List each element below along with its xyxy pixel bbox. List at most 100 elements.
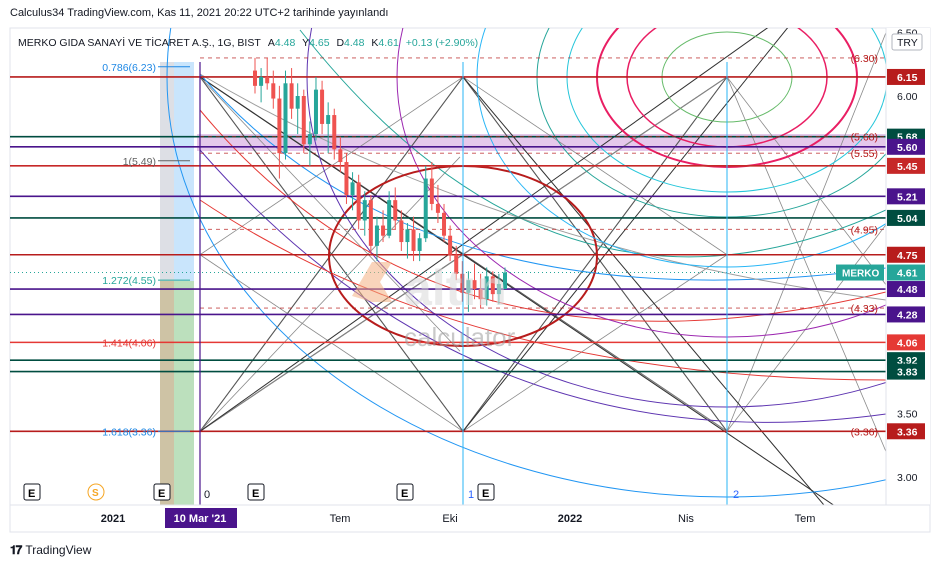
shade-band-olive [160,281,174,505]
currency-label: TRY [897,37,918,49]
event-badges: E S E E E E [23,483,495,501]
publish-header: Calculus34 TradingView.com, Kas 11, 2021… [10,7,389,19]
price-line-badge-label: 3.83 [897,367,918,379]
price-line-badge-label: 4.48 [897,284,918,296]
price-line-badge [887,306,925,323]
candle-body [466,280,471,293]
candle-body [448,235,453,255]
time-axis-label: 2022 [558,513,582,525]
price-line-badge-label: 3.36 [897,426,918,438]
y-tick-label: 3.50 [897,409,918,421]
candle-body [301,96,306,145]
candle-body [381,225,386,236]
candle-body [399,220,404,243]
price-line-badge [887,246,925,263]
candle-body [368,200,373,246]
symbol-name[interactable]: MERKO GIDA SANAYİ VE TİCARET A.Ş., 1G, B… [18,36,261,49]
gann-fan-line [462,28,789,432]
tradingview-logo[interactable]: 𝟏𝟕 TradingView [10,543,91,558]
candle-body [259,76,264,86]
event-badge-e[interactable] [477,483,495,501]
price-line-badge-label: 6.15 [897,72,918,84]
price-lines [10,57,886,433]
price-line-badge-label: 5.21 [897,191,918,203]
candle-body [411,229,416,251]
price-line-badge-label: 4.75 [897,250,918,262]
event-badge-e-text: E [158,488,165,500]
watermark: altın calculator [352,260,516,352]
price-line-badge [887,188,925,205]
candle-body [429,178,434,204]
price-line-badge [887,363,925,380]
candle-body [320,89,325,124]
y-tick-label: 6.00 [897,91,918,103]
candle-body [350,182,355,196]
candle-body [423,178,428,239]
event-badge-e[interactable] [23,483,41,501]
time-axis-label-highlight: 10 Mar '21 [174,513,227,525]
y-tick-label: 3.00 [897,472,918,484]
candle-body [313,89,318,135]
gann-fan-line [199,28,769,432]
event-badge-split[interactable] [87,483,105,501]
shade-band-green [174,281,194,505]
ohlc-d-value: 4.48 [344,37,365,49]
gann-line [726,224,886,432]
candle-body [417,238,422,251]
event-badge-e[interactable] [396,483,414,501]
fib-label: 1.618(3.36) [102,426,156,438]
time-axis-label: Nis [678,513,694,525]
currency-badge[interactable] [891,33,923,51]
candle-body [289,83,294,109]
candle-body [478,289,483,300]
ohlc-d-label: D [336,37,344,49]
price-line-badge [887,138,925,155]
candle-body [496,283,501,295]
tv-brand: TradingView [25,543,92,557]
event-badge-e[interactable] [247,483,265,501]
ohlc-k-value: 4.61 [378,37,399,49]
gann-line [726,76,886,285]
candle-body [356,182,361,221]
ohlc-change: +0.13 (+2.90%) [406,37,478,49]
symbol-tag [836,264,884,281]
candle-body [265,76,270,84]
fib-label: 1.272(4.55) [102,275,156,287]
gann-arc [199,199,886,381]
candle-body [454,254,459,274]
price-line-badge [887,281,925,298]
price-line-badge [887,334,925,351]
candle-body [277,98,282,154]
gann-line [199,156,461,432]
event-badge-e-text: E [28,488,35,500]
price-line-badge [887,157,925,174]
event-badge-e-text: E [252,488,259,500]
gann-fan-line [199,76,835,505]
event-badge-split-text: S [92,488,99,499]
candle-body [472,280,477,290]
candle-body [283,83,288,154]
gann-fan-line [462,76,825,505]
ohlc-y-value: 4.65 [309,37,330,49]
marker-label-1: 1 [468,489,474,501]
price-line-badge-label: 4.06 [897,337,918,349]
time-axis[interactable]: 2021 10 Mar '21 Tem Eki 2022 Nis Tem [101,508,816,528]
gann-line [726,76,886,452]
gann-arc [299,29,886,258]
level-labels: 0.786(6.23) 1(5.49) 1.272(4.55) 1.414(4.06)… [102,53,878,438]
symbol-line: MERKO GIDA SANAYİ VE TİCARET A.Ş., 1G, B… [18,36,478,49]
watermark-sub: calculator [404,322,516,352]
watermark-logo-icon [352,262,392,302]
price-line-badge-label: 5.04 [897,213,918,225]
candle-body [332,115,337,150]
event-badge-e[interactable] [153,483,171,501]
time-axis-label: Tem [330,513,351,525]
candle-body [253,70,257,86]
marker-label-2: 2 [733,489,739,501]
dashed-level-label: (4.95) [851,224,878,236]
time-axis-label: Eki [442,513,457,525]
candle-body [405,229,410,243]
candle-body [362,200,367,221]
price-line-badge-label: 4.28 [897,309,918,321]
